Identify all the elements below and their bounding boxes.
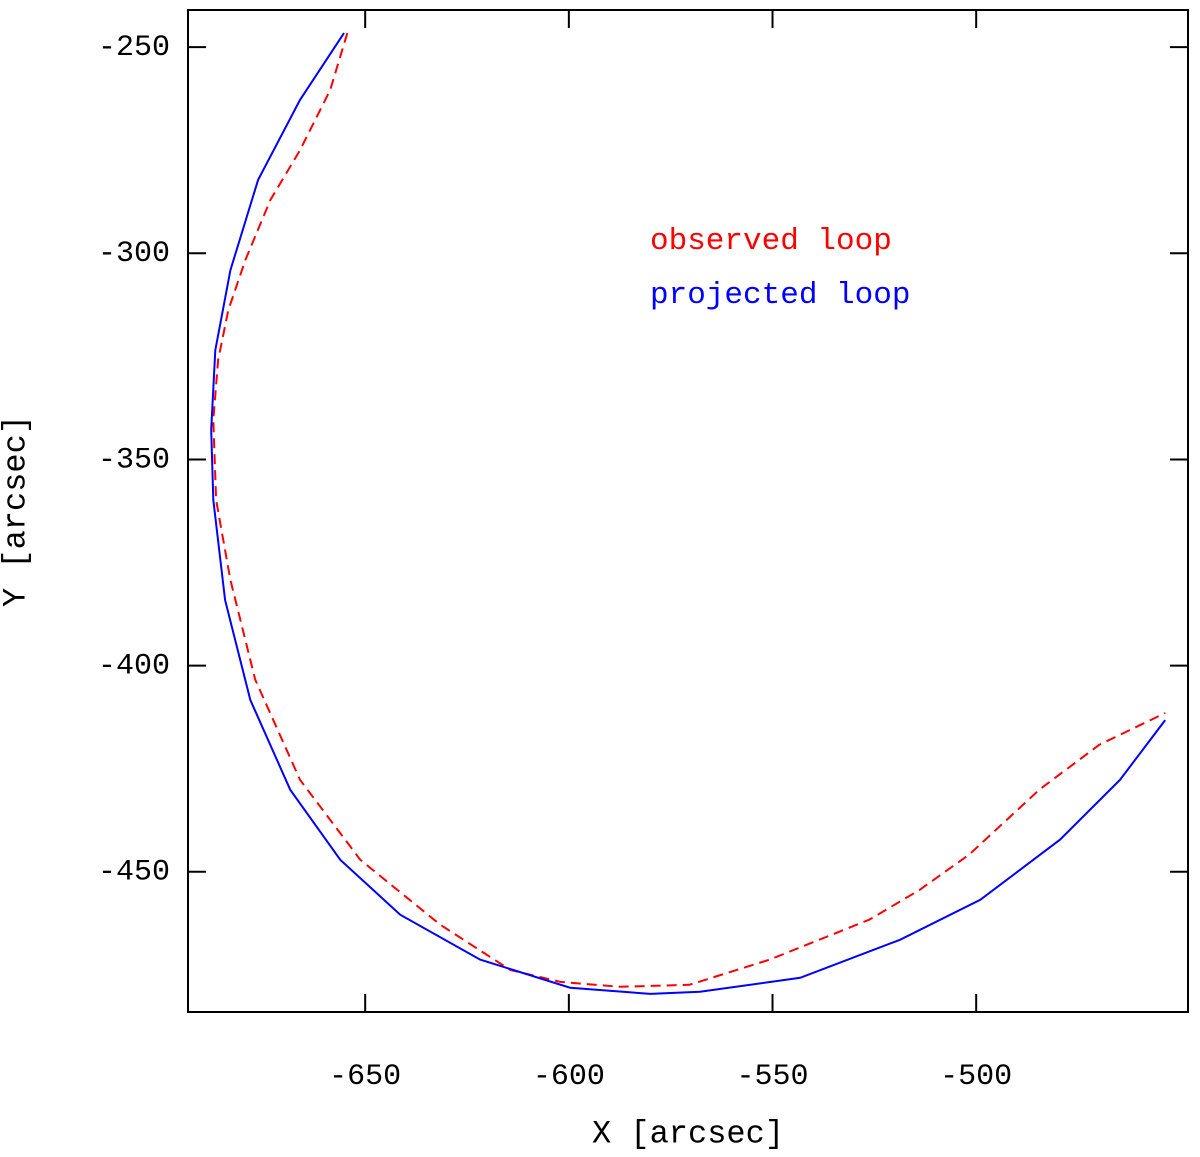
y-tick-label: -400	[98, 650, 170, 684]
y-tick-label: -250	[98, 31, 170, 65]
legend-entry: observed loop	[650, 224, 892, 259]
y-tick-label: -350	[98, 443, 170, 477]
y-tick-label: -300	[98, 237, 170, 271]
x-tick-label: -550	[737, 1060, 809, 1094]
series-line	[212, 32, 1166, 988]
x-axis-label: X [arcsec]	[592, 1115, 784, 1152]
plot-frame	[187, 9, 1189, 1013]
x-tick-label: -650	[329, 1060, 401, 1094]
x-tick-label: -500	[940, 1060, 1012, 1094]
x-tick-label: -600	[533, 1060, 605, 1094]
legend-entry: projected loop	[650, 278, 910, 313]
y-tick-label: -450	[98, 856, 170, 890]
series-line	[210, 32, 1166, 995]
y-axis-label: Y [arcsec]	[0, 415, 34, 607]
